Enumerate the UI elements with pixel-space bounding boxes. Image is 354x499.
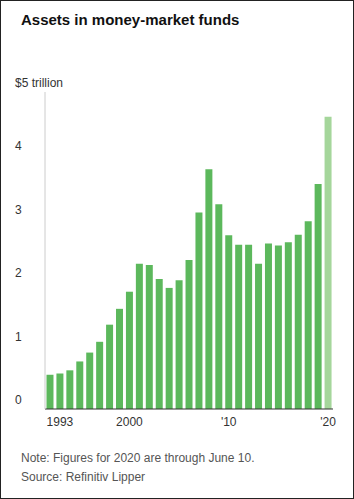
html-text:Source: Refinitiv Lipper: Source: Refinitiv Lipper: [21, 470, 146, 484]
svg-text:'10: '10: [221, 415, 237, 429]
svg-text:2000: 2000: [116, 415, 143, 429]
svg-text:3: 3: [15, 203, 22, 217]
svg-text:1993: 1993: [47, 415, 74, 429]
svg-text:0: 0: [15, 393, 22, 407]
svg-text:$5 trillion: $5 trillion: [15, 76, 63, 90]
svg-text:1: 1: [15, 330, 22, 344]
svg-text:'20: '20: [320, 415, 336, 429]
svg-text:2: 2: [15, 266, 22, 280]
html-text:Note: Figures for 2020 are thr: Note: Figures for 2020 are through June …: [21, 451, 255, 465]
svg-text:4: 4: [15, 139, 22, 153]
html-text:Assets in money-market funds: Assets in money-market funds: [21, 11, 240, 28]
